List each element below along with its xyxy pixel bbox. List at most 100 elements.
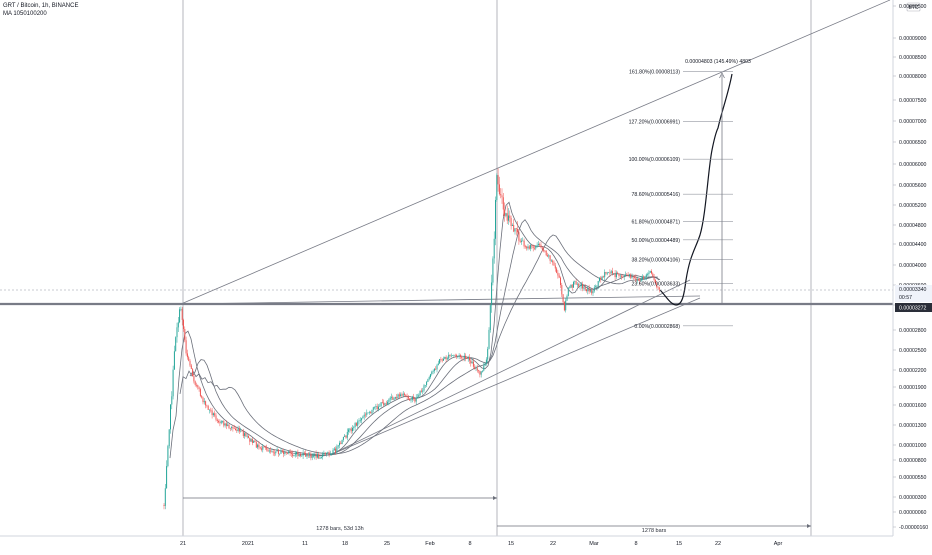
candle bbox=[164, 488, 166, 506]
crosshair-time-label: 00:57 bbox=[899, 295, 912, 301]
trendline-2[interactable] bbox=[329, 297, 701, 456]
candle bbox=[432, 370, 434, 372]
candle bbox=[262, 446, 264, 450]
candle bbox=[320, 456, 322, 459]
candle bbox=[220, 421, 222, 424]
candle bbox=[463, 355, 465, 359]
candle bbox=[289, 450, 291, 453]
y-tick-label: 0.00000060 bbox=[899, 510, 927, 516]
x-tick-label: Apr bbox=[774, 541, 783, 547]
x-tick-label: 15 bbox=[508, 541, 514, 547]
candle bbox=[326, 452, 327, 455]
y-tick-label: -0.00000160 bbox=[899, 525, 928, 531]
candle bbox=[573, 282, 574, 288]
candle bbox=[471, 361, 473, 364]
candle bbox=[631, 276, 633, 278]
candle bbox=[372, 407, 374, 410]
fib-level-label: 100.00%(0.00006109) bbox=[629, 157, 681, 163]
ma-10-line bbox=[169, 201, 660, 459]
candle bbox=[566, 295, 568, 301]
candle bbox=[318, 454, 320, 459]
candle bbox=[579, 286, 581, 287]
candle bbox=[557, 272, 559, 276]
ma-50-line bbox=[179, 219, 661, 456]
candle bbox=[578, 283, 580, 287]
candle bbox=[482, 370, 483, 372]
x-tick-label: 21 bbox=[180, 541, 186, 547]
candle bbox=[244, 433, 246, 436]
candle bbox=[415, 397, 417, 402]
y-tick-label: 0.00005200 bbox=[899, 203, 927, 209]
candle bbox=[407, 396, 409, 399]
candle bbox=[599, 277, 600, 281]
candle bbox=[539, 244, 541, 246]
candle bbox=[467, 357, 469, 359]
candle bbox=[293, 455, 295, 457]
candle bbox=[404, 393, 405, 395]
candle bbox=[197, 385, 199, 388]
candle bbox=[396, 397, 398, 399]
candle bbox=[592, 291, 594, 294]
candle bbox=[285, 452, 287, 453]
candle bbox=[602, 276, 604, 278]
candle bbox=[597, 281, 599, 286]
candle bbox=[586, 289, 587, 291]
candle bbox=[303, 452, 305, 454]
candle bbox=[281, 450, 283, 452]
candle bbox=[622, 276, 624, 278]
candle bbox=[241, 430, 243, 432]
candle bbox=[250, 439, 252, 442]
candle bbox=[606, 272, 608, 274]
candle bbox=[337, 445, 339, 447]
lower-channel-line[interactable] bbox=[180, 295, 701, 305]
candle bbox=[580, 284, 582, 286]
candle bbox=[267, 449, 269, 452]
candle bbox=[617, 272, 619, 274]
candle bbox=[348, 429, 350, 432]
projected-path[interactable] bbox=[659, 73, 733, 306]
candle bbox=[199, 389, 201, 396]
candle bbox=[485, 359, 487, 364]
candle bbox=[209, 409, 210, 411]
y-tick-label: 0.00002500 bbox=[899, 348, 927, 354]
candle bbox=[315, 453, 317, 458]
candle bbox=[465, 355, 467, 358]
candle bbox=[589, 290, 591, 292]
candle bbox=[306, 453, 308, 457]
candle bbox=[461, 357, 463, 358]
candle bbox=[378, 406, 379, 409]
candle bbox=[253, 440, 255, 443]
candle bbox=[567, 287, 569, 296]
trendline-1[interactable] bbox=[329, 279, 691, 456]
candle bbox=[410, 400, 412, 401]
candle bbox=[515, 228, 517, 229]
candle bbox=[430, 374, 431, 378]
indicator-legend[interactable]: MA 1050100200 bbox=[3, 11, 47, 17]
candle bbox=[427, 379, 429, 382]
fib-level-label: 161.80%(0.00008113) bbox=[629, 70, 680, 76]
candle bbox=[350, 428, 352, 432]
candle bbox=[232, 427, 234, 429]
x-tick-label: 18 bbox=[342, 541, 348, 547]
candle bbox=[605, 272, 607, 274]
candle bbox=[496, 175, 498, 200]
y-tick-label: 0.00006500 bbox=[899, 140, 927, 146]
currency-badge[interactable] bbox=[906, 2, 921, 12]
candle bbox=[621, 275, 623, 277]
candle bbox=[196, 384, 197, 386]
x-tick-label: 25 bbox=[384, 541, 390, 547]
candle bbox=[531, 245, 533, 247]
candle bbox=[290, 452, 292, 454]
candle bbox=[270, 450, 272, 452]
candle bbox=[604, 272, 606, 278]
upper-channel-line[interactable] bbox=[180, 0, 891, 305]
candle bbox=[556, 268, 558, 273]
fib-level-label: 61.80%(0.00004871) bbox=[632, 219, 681, 225]
candle bbox=[534, 247, 535, 249]
candle bbox=[384, 403, 386, 406]
x-tick-label: 11 bbox=[302, 541, 308, 547]
candle bbox=[398, 394, 400, 397]
candle bbox=[619, 275, 621, 277]
